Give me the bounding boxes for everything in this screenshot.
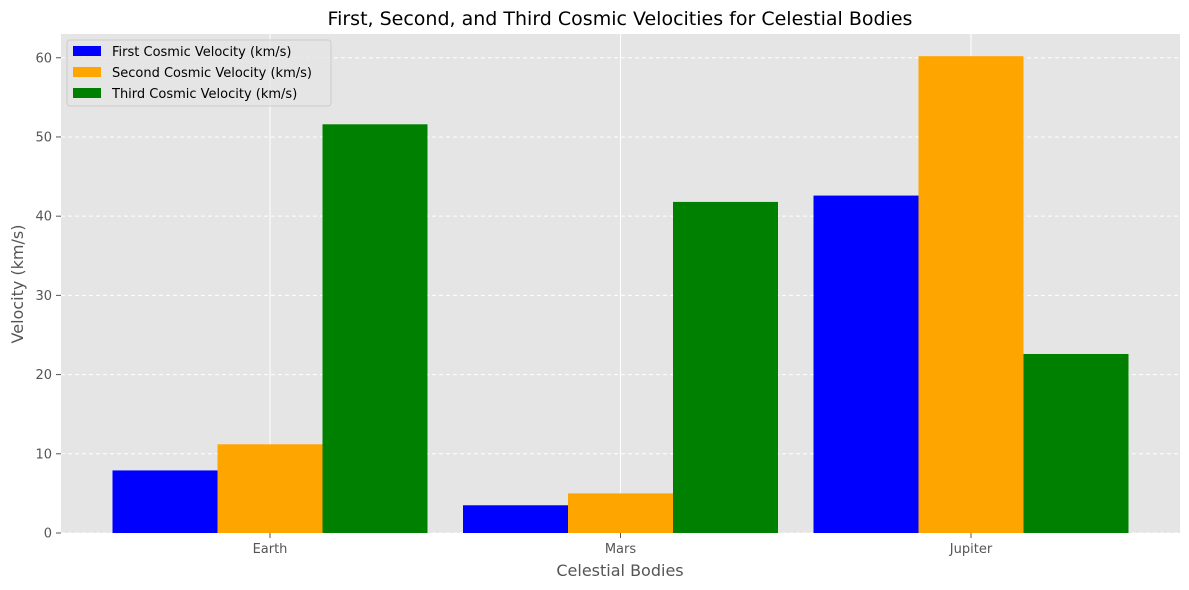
- bar-mars-series-3: [673, 201, 778, 533]
- bar-mars-series-2: [568, 493, 673, 533]
- bar-jupiter-series-2: [918, 56, 1024, 534]
- legend-swatch-first: [73, 46, 101, 56]
- chart-title: First, Second, and Third Cosmic Velociti…: [328, 8, 913, 30]
- bars: [112, 56, 1129, 534]
- legend-swatch-second: [73, 67, 101, 77]
- y-tick-label: 10: [35, 447, 52, 462]
- x-axis-ticks: Earth Mars Jupiter: [253, 533, 993, 557]
- y-tick-label: 20: [35, 368, 52, 383]
- bar-earth-series-3: [322, 124, 428, 534]
- bar-earth-series-2: [217, 444, 323, 533]
- x-axis-label: Celestial Bodies: [556, 561, 683, 580]
- y-tick-label: 30: [35, 289, 52, 304]
- bar-mars-series-1: [463, 505, 568, 533]
- bar-jupiter-series-1: [813, 195, 919, 534]
- y-tick-label: 0: [44, 527, 52, 542]
- bar-earth-series-1: [112, 470, 218, 533]
- legend: First Cosmic Velocity (km/s) Second Cosm…: [66, 39, 332, 107]
- x-tick-label: Earth: [253, 542, 288, 557]
- x-tick-label: Mars: [605, 542, 637, 557]
- legend-label-first: First Cosmic Velocity (km/s): [112, 45, 291, 60]
- y-axis-ticks: 0 10 20 30 40 50 60: [35, 51, 61, 542]
- legend-swatch-third: [73, 88, 101, 98]
- y-tick-label: 60: [35, 51, 52, 66]
- bar-jupiter-series-3: [1023, 353, 1129, 533]
- legend-label-third: Third Cosmic Velocity (km/s): [111, 87, 297, 102]
- y-tick-label: 50: [35, 130, 52, 145]
- legend-box: [66, 39, 332, 107]
- x-tick-label: Jupiter: [949, 542, 993, 557]
- y-axis-label: Velocity (km/s): [8, 225, 27, 344]
- y-tick-label: 40: [35, 210, 52, 225]
- legend-label-second: Second Cosmic Velocity (km/s): [112, 66, 312, 81]
